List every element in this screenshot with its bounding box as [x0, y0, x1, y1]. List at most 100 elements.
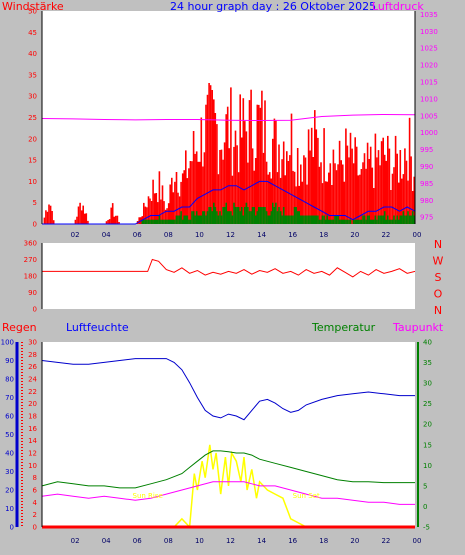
- wind-gust-bar: [167, 203, 170, 224]
- wind-beaufort-bar: [357, 219, 360, 224]
- wind-beaufort-bar: [209, 207, 212, 224]
- wind-beaufort-bar: [161, 219, 164, 224]
- wind-beaufort-bar: [158, 215, 161, 224]
- wind-tick-label: 35: [28, 71, 37, 79]
- chart-title: 24 hour graph day : 26 Oktober 2025: [170, 0, 377, 13]
- wind-beaufort-bar: [289, 215, 291, 224]
- wind-gust-bar: [363, 153, 366, 224]
- wind-gust-bar: [270, 178, 273, 224]
- direction-tick-label: 270: [24, 256, 37, 264]
- wind-beaufort-bar: [160, 219, 162, 224]
- wind-beaufort-bar: [290, 215, 293, 224]
- wind-gust-bar: [411, 191, 414, 224]
- wind-tick-label: 5: [33, 199, 37, 207]
- wind-beaufort-bar: [189, 219, 192, 224]
- wind-gust-bar: [401, 178, 403, 224]
- wind-beaufort-bar: [146, 219, 148, 224]
- wind-gust-bar: [306, 184, 308, 224]
- climate-x-tick-label: 00: [413, 537, 422, 545]
- wind-gust-bar: [171, 177, 173, 224]
- wind-gust-bar: [206, 94, 209, 224]
- wind-gust-bar: [276, 172, 279, 224]
- wind-beaufort-bar: [323, 215, 325, 224]
- wind-beaufort-bar: [157, 219, 159, 224]
- wind-gust-bar: [174, 181, 176, 224]
- wind-tick-label: 10: [28, 178, 37, 186]
- wind-gust-bar: [410, 156, 412, 224]
- wind-beaufort-bar: [335, 215, 338, 224]
- wind-beaufort-bar: [220, 215, 223, 224]
- wind-beaufort-bar: [199, 215, 201, 224]
- wind-beaufort-bar: [217, 215, 220, 224]
- climate-x-tick-label: 10: [195, 537, 204, 545]
- wind-beaufort-bar: [371, 219, 374, 224]
- temperature-tick-label: 15: [423, 441, 432, 449]
- wind-beaufort-bar: [321, 215, 324, 224]
- wind-beaufort-bar: [365, 219, 367, 224]
- wind-beaufort-bar: [286, 215, 288, 224]
- wind-beaufort-bar: [225, 202, 227, 224]
- wind-x-tick-label: 08: [164, 231, 173, 239]
- rain-tick-label: 6: [33, 487, 38, 495]
- compass-label: N: [434, 304, 442, 317]
- temperature-tick-label: 5: [423, 482, 427, 490]
- wind-gust-bar: [391, 173, 394, 224]
- wind-tick-label: 20: [28, 135, 37, 143]
- wind-gust-bar: [116, 215, 119, 224]
- wind-gust-bar: [371, 167, 374, 224]
- wind-gust-bar: [413, 176, 415, 224]
- wind-gust-bar: [312, 157, 314, 224]
- wind-gust-bar: [46, 211, 49, 224]
- climate-plot-area: [42, 342, 415, 527]
- wind-beaufort-bar: [186, 215, 189, 224]
- wind-gust-bar: [323, 128, 325, 224]
- wind-gust-bar: [144, 206, 147, 224]
- wind-gust-bar: [278, 144, 280, 224]
- wind-gust-bar: [155, 193, 158, 224]
- wind-beaufort-bar: [355, 219, 358, 224]
- wind-beaufort-bar: [228, 211, 231, 224]
- rain-tick-label: 16: [28, 425, 37, 433]
- wind-gust-bar: [314, 110, 316, 224]
- wind-gust-bar: [240, 137, 243, 224]
- rain-tick-label: 22: [28, 388, 37, 396]
- rain-tick-label: 10: [28, 462, 37, 470]
- pressure-line: [41, 113, 416, 122]
- wind-gust-bar: [223, 142, 226, 224]
- climate-x-tick-label: 18: [319, 537, 328, 545]
- wind-gust-bar: [147, 196, 150, 224]
- wind-beaufort-bar: [206, 211, 209, 224]
- temperature-line: [41, 450, 415, 489]
- wind-gust-bar: [213, 99, 215, 224]
- wind-beaufort-bar: [380, 215, 383, 224]
- wind-gust-bar: [161, 185, 164, 224]
- wind-beaufort-bar: [324, 219, 327, 224]
- wind-tick-label: 40: [28, 50, 37, 58]
- rain-tick-label: 2: [33, 511, 37, 519]
- wind-beaufort-bar: [310, 215, 313, 224]
- wind-beaufort-bar: [143, 219, 145, 224]
- wind-gust-bar: [365, 168, 367, 224]
- wind-beaufort-bar: [379, 215, 381, 224]
- wind-gust-bar: [329, 163, 332, 224]
- wind-beaufort-bar: [393, 215, 395, 224]
- wind-beaufort-bar: [320, 219, 322, 224]
- wind-gust-bar: [352, 163, 355, 224]
- wind-beaufort-bar: [267, 215, 269, 224]
- climate-x-tick-label: 22: [381, 537, 390, 545]
- wind-gust-bar: [197, 161, 199, 224]
- wind-beaufort-bar: [402, 211, 405, 224]
- wind-beaufort-bar: [413, 215, 415, 224]
- humidity-tick-label: 60: [5, 413, 14, 421]
- wind-beaufort-bar: [388, 219, 391, 224]
- wind-gust-bar: [310, 127, 313, 224]
- wind-gust-bar: [303, 155, 305, 224]
- wind-beaufort-bar: [175, 215, 178, 224]
- humidity-tick-label: 70: [5, 394, 14, 402]
- wind-gust-bar: [113, 216, 116, 224]
- wind-gust-bar: [234, 130, 237, 224]
- temperature-tick-label: 20: [423, 421, 432, 429]
- wind-gust-bar: [138, 217, 140, 224]
